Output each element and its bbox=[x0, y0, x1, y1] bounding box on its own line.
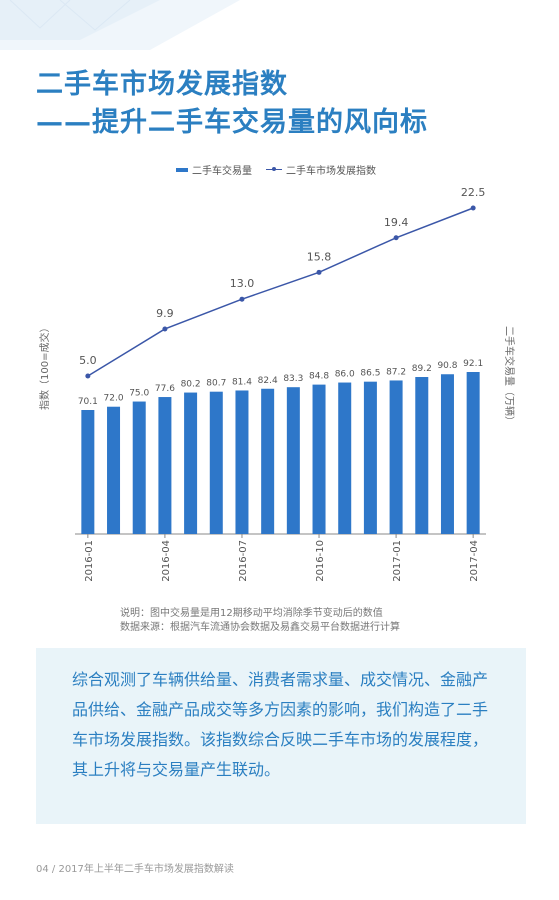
summary-box bbox=[36, 648, 526, 824]
index-value-label: 15.8 bbox=[307, 250, 332, 263]
bar-value-label: 90.8 bbox=[437, 361, 457, 371]
bar-value-label: 80.2 bbox=[181, 380, 201, 390]
bar-value-label: 86.5 bbox=[360, 369, 380, 379]
chart-note: 说明：图中交易量是用12期移动平均消除季节变动后的数值 bbox=[120, 608, 383, 619]
bar-2017-01 bbox=[389, 380, 403, 534]
bar-2016-07 bbox=[235, 390, 249, 534]
bar-2016-08 bbox=[261, 388, 275, 534]
bar-2016-01 bbox=[81, 410, 95, 534]
bar-2016-05 bbox=[184, 392, 198, 534]
bar-value-label: 80.7 bbox=[206, 379, 226, 389]
index-line bbox=[87, 207, 474, 377]
combo-chart: 70.1 72.0 75.0 77.6 80.2 80.7 81.4 82.4 83.3 84.8… bbox=[75, 186, 486, 582]
index-value-label: 13.0 bbox=[230, 277, 255, 290]
bar-2016-04 bbox=[158, 397, 172, 534]
index-value-label: 5.0 bbox=[79, 354, 97, 367]
index-point-2016-10 bbox=[316, 269, 322, 275]
bar-2017-04 bbox=[466, 372, 480, 534]
bar-value-label: 92.1 bbox=[463, 359, 483, 369]
bar-2016-03 bbox=[132, 401, 146, 534]
bar-value-label: 82.4 bbox=[258, 376, 278, 386]
index-point-2017-04 bbox=[470, 205, 476, 211]
bar-value-label: 86.0 bbox=[335, 370, 355, 380]
bar-2017-02 bbox=[415, 377, 429, 534]
y-axis-right-label: 二手车交易量（万辆） bbox=[503, 326, 514, 426]
corner-decoration bbox=[0, 0, 240, 50]
index-point-2016-01 bbox=[85, 373, 91, 379]
x-tick-label: 2017-04 bbox=[469, 540, 480, 582]
y-axis-left-label: 指数（100=成交） bbox=[40, 322, 51, 410]
x-tick-label: 2016-10 bbox=[315, 540, 326, 582]
bar-value-label: 72.0 bbox=[104, 394, 124, 404]
summary-text: 综合观测了车辆供给量、消费者需求量、成交情况、金融产品供给、金融产品成交等多方因… bbox=[72, 670, 489, 779]
x-tick-label: 2017-01 bbox=[392, 540, 403, 582]
bar-2016-10 bbox=[312, 384, 326, 534]
bar-value-label: 81.4 bbox=[232, 377, 252, 387]
bar-value-label: 84.8 bbox=[309, 372, 329, 382]
legend-bar-swatch bbox=[176, 167, 188, 172]
legend-line-label: 二手车市场发展指数 bbox=[286, 166, 376, 177]
x-tick-label: 2016-04 bbox=[161, 540, 172, 582]
bar-value-label: 77.6 bbox=[155, 384, 175, 394]
bar-value-label: 87.2 bbox=[386, 367, 406, 377]
bar-2017-03 bbox=[440, 374, 454, 534]
legend-line-swatch bbox=[266, 167, 282, 171]
bar-value-label: 70.1 bbox=[78, 397, 98, 407]
bar-2016-11 bbox=[338, 382, 352, 534]
bar-2016-02 bbox=[107, 406, 121, 534]
page-title-line2: ——提升二手车交易量的风向标 bbox=[36, 107, 428, 138]
index-point-2016-07 bbox=[239, 296, 245, 302]
index-point-2017-01 bbox=[393, 235, 399, 241]
chart-source: 数据来源：根据汽车流通协会数据及易鑫交易平台数据进行计算 bbox=[120, 622, 400, 633]
index-point-2016-04 bbox=[162, 326, 168, 332]
page-title-line1: 二手车市场发展指数 bbox=[36, 69, 288, 100]
legend-bar-label: 二手车交易量 bbox=[192, 166, 252, 177]
index-value-label: 19.4 bbox=[384, 216, 409, 229]
bar-value-label: 75.0 bbox=[129, 389, 149, 399]
chart-legend: 二手车交易量 二手车市场发展指数 bbox=[176, 162, 376, 177]
bar-value-label: 83.3 bbox=[283, 374, 303, 384]
bar-value-label: 89.2 bbox=[412, 364, 432, 374]
bar-2016-06 bbox=[209, 391, 223, 534]
page-footer: 04 / 2017年上半年二手车市场发展指数解读 bbox=[36, 864, 234, 875]
bar-2016-12 bbox=[363, 381, 377, 534]
x-tick-label: 2016-07 bbox=[238, 540, 249, 582]
bar-2016-09 bbox=[286, 387, 300, 534]
index-value-label: 22.5 bbox=[461, 186, 486, 199]
index-value-label: 9.9 bbox=[156, 307, 174, 320]
x-tick-label: 2016-01 bbox=[84, 540, 95, 582]
